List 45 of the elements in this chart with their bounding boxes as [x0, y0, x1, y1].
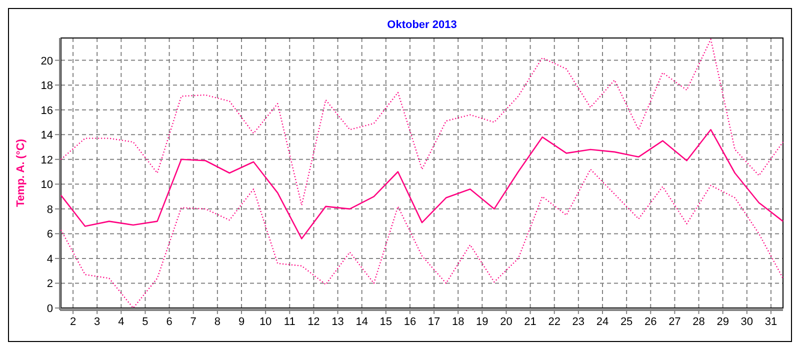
x-tick-label: 2	[70, 316, 76, 328]
y-tick-label: 12	[40, 154, 53, 166]
x-tick-label: 21	[524, 316, 536, 328]
x-tick-label: 22	[548, 316, 560, 328]
y-tick-label: 8	[46, 204, 53, 216]
y-tick-label: 10	[40, 179, 53, 192]
line-series	[60, 129, 784, 240]
y-tick-label: 18	[40, 80, 53, 92]
x-tick-label: 24	[596, 316, 609, 328]
x-tick-label: 9	[238, 316, 245, 328]
x-tick-label: 6	[166, 316, 172, 328]
x-tick-label: 17	[428, 316, 440, 328]
x-tick-label: 10	[259, 316, 272, 328]
chart-title: Oktober 2013	[387, 19, 457, 31]
x-tick-label: 28	[692, 316, 705, 328]
y-tick-label: 16	[40, 104, 53, 117]
x-tick-label: 7	[190, 316, 196, 328]
x-tick-label: 20	[500, 316, 512, 328]
y-tick-label: 0	[46, 303, 53, 315]
x-tick-label: 8	[214, 316, 220, 328]
y-tick-label: 4	[46, 253, 53, 266]
x-tick-label: 11	[284, 316, 296, 328]
x-tick-label: 16	[404, 316, 416, 328]
y-tick-label: 20	[40, 55, 53, 68]
x-tick-label: 13	[332, 316, 344, 328]
x-tick-label: 14	[356, 316, 368, 328]
x-tick-label: 27	[668, 316, 681, 328]
x-tick-label: 15	[380, 316, 392, 328]
x-tick-label: 30	[740, 316, 754, 328]
x-tick-label: 23	[572, 316, 585, 328]
y-axis-title: Temp. A. (°C)	[15, 138, 27, 207]
x-tick-label: 25	[620, 316, 633, 328]
x-tick-label: 4	[118, 316, 124, 328]
x-tick-label: 3	[94, 316, 100, 328]
x-tick-label: 29	[716, 316, 729, 328]
x-tick-label: 5	[142, 316, 148, 328]
y-tick-label: 2	[46, 278, 53, 290]
y-tick-label: 6	[46, 228, 53, 241]
x-tick-label: 12	[308, 316, 320, 328]
x-tick-label: 19	[476, 316, 488, 328]
x-tick-label: 26	[644, 316, 657, 328]
line-series	[60, 38, 784, 206]
x-tick-label: 18	[452, 316, 464, 328]
x-tick-label: 31	[764, 316, 778, 328]
y-tick-label: 14	[40, 130, 53, 142]
